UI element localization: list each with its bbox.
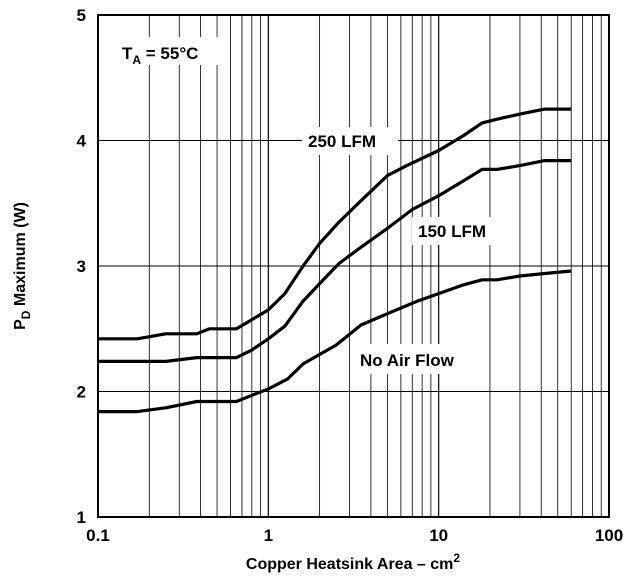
series-label-150-lfm: 150 LFM [418,222,486,241]
series-label-250-lfm: 250 LFM [308,132,376,151]
series-line-150-lfm [98,159,572,363]
series-line-250-lfm [98,107,572,341]
y-axis-title: PD Maximum (W) [12,202,33,330]
plot-frame [97,14,610,518]
x-tick-label: 0.1 [86,526,110,545]
y-tick-label: 1 [77,508,86,527]
label-noair-bg [352,344,488,374]
ta-annotation: TA = 55°C [122,44,198,67]
grid-lines [97,14,609,518]
y-tick-label: 3 [77,257,86,276]
x-tick-label: 100 [595,526,623,545]
label-150-bg [412,217,512,245]
x-tick-label: 10 [429,526,448,545]
y-tick-label: 4 [77,132,87,151]
y-tick-label: 2 [77,383,86,402]
series-label-no-air-flow: No Air Flow [360,351,455,370]
series-lines [98,107,572,414]
series-line-no-air-flow [98,269,572,414]
x-tick-label: 1 [264,526,273,545]
label-250-bg [302,127,398,155]
x-axis-title: Copper Heatsink Area – cm2 [246,551,460,573]
ta-label-bg [116,37,228,65]
y-tick-label: 5 [77,6,86,25]
